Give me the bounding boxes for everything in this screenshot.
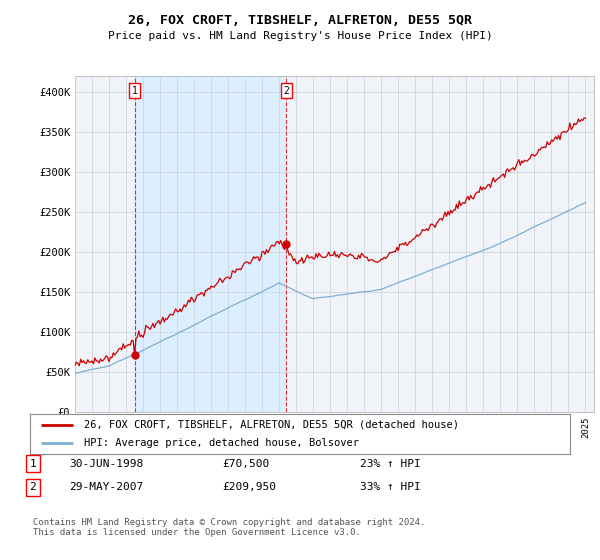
Text: HPI: Average price, detached house, Bolsover: HPI: Average price, detached house, Bols… [84, 438, 359, 448]
Text: 2: 2 [29, 482, 37, 492]
Text: £70,500: £70,500 [222, 459, 269, 469]
Text: £209,950: £209,950 [222, 482, 276, 492]
Text: 1: 1 [29, 459, 37, 469]
Bar [134, 76, 286, 412]
Text: 1: 1 [131, 86, 137, 96]
Text: 33% ↑ HPI: 33% ↑ HPI [360, 482, 421, 492]
Text: 26, FOX CROFT, TIBSHELF, ALFRETON, DE55 5QR: 26, FOX CROFT, TIBSHELF, ALFRETON, DE55 … [128, 14, 472, 27]
Text: 2: 2 [283, 86, 289, 96]
Text: Contains HM Land Registry data © Crown copyright and database right 2024.
This d: Contains HM Land Registry data © Crown c… [33, 518, 425, 538]
Text: 30-JUN-1998: 30-JUN-1998 [69, 459, 143, 469]
Text: 29-MAY-2007: 29-MAY-2007 [69, 482, 143, 492]
Text: Price paid vs. HM Land Registry's House Price Index (HPI): Price paid vs. HM Land Registry's House … [107, 31, 493, 41]
Text: 26, FOX CROFT, TIBSHELF, ALFRETON, DE55 5QR (detached house): 26, FOX CROFT, TIBSHELF, ALFRETON, DE55 … [84, 420, 459, 430]
Text: 23% ↑ HPI: 23% ↑ HPI [360, 459, 421, 469]
